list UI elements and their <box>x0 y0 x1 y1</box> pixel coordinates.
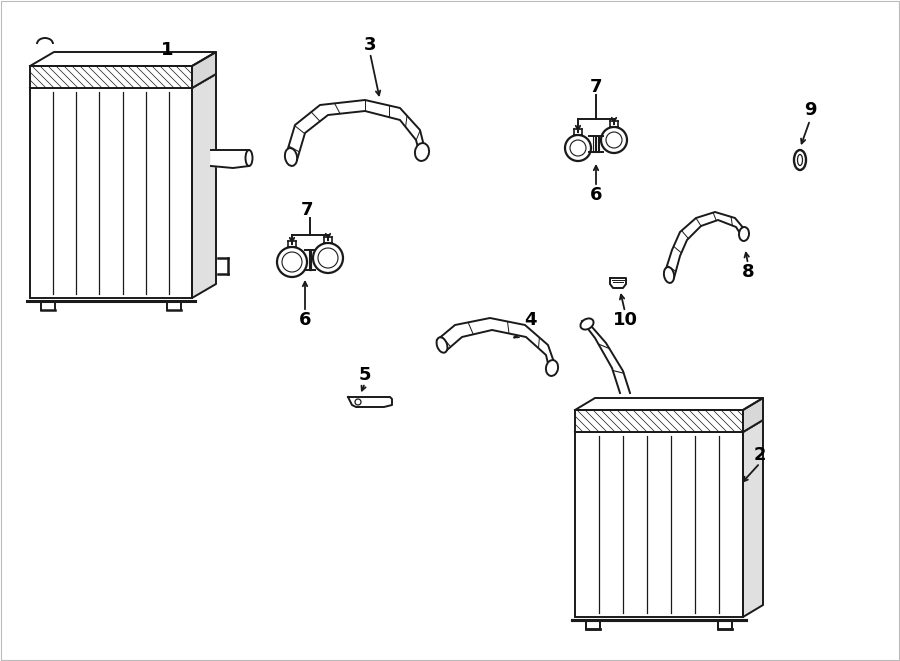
Polygon shape <box>30 74 216 88</box>
Ellipse shape <box>285 148 297 166</box>
Ellipse shape <box>739 227 749 241</box>
Text: 1: 1 <box>161 41 173 59</box>
Circle shape <box>277 247 307 277</box>
Polygon shape <box>286 100 425 160</box>
Ellipse shape <box>415 143 429 161</box>
Text: 7: 7 <box>301 201 313 219</box>
Polygon shape <box>743 420 763 617</box>
Polygon shape <box>589 136 603 152</box>
Circle shape <box>570 140 586 156</box>
Polygon shape <box>610 278 626 288</box>
Polygon shape <box>743 398 763 432</box>
Polygon shape <box>211 150 249 168</box>
Polygon shape <box>437 318 555 372</box>
Polygon shape <box>30 66 192 88</box>
Text: 4: 4 <box>524 311 536 329</box>
Ellipse shape <box>546 360 558 376</box>
Circle shape <box>355 399 361 405</box>
Text: 5: 5 <box>359 366 371 384</box>
Polygon shape <box>305 250 315 270</box>
Text: 2: 2 <box>754 446 766 464</box>
Polygon shape <box>30 88 192 298</box>
Ellipse shape <box>664 267 674 283</box>
Ellipse shape <box>436 337 447 353</box>
Ellipse shape <box>794 150 806 170</box>
Polygon shape <box>575 398 763 410</box>
Ellipse shape <box>797 155 803 165</box>
Circle shape <box>601 127 627 153</box>
Polygon shape <box>30 52 216 66</box>
Text: 6: 6 <box>299 311 311 329</box>
Polygon shape <box>582 321 630 393</box>
Circle shape <box>282 252 302 272</box>
Circle shape <box>313 243 343 273</box>
Text: 9: 9 <box>804 101 816 119</box>
Circle shape <box>318 248 338 268</box>
Polygon shape <box>192 74 216 298</box>
Ellipse shape <box>580 319 594 330</box>
Circle shape <box>565 135 591 161</box>
Polygon shape <box>348 397 392 407</box>
Polygon shape <box>192 52 216 88</box>
Polygon shape <box>575 410 743 432</box>
Circle shape <box>606 132 622 148</box>
Polygon shape <box>575 432 743 617</box>
Ellipse shape <box>246 150 253 166</box>
Text: 7: 7 <box>590 78 602 96</box>
Text: 8: 8 <box>742 263 754 281</box>
Text: 10: 10 <box>613 311 637 329</box>
Text: 3: 3 <box>364 36 376 54</box>
Polygon shape <box>575 420 763 432</box>
Text: 6: 6 <box>590 186 602 204</box>
Polygon shape <box>665 212 745 278</box>
